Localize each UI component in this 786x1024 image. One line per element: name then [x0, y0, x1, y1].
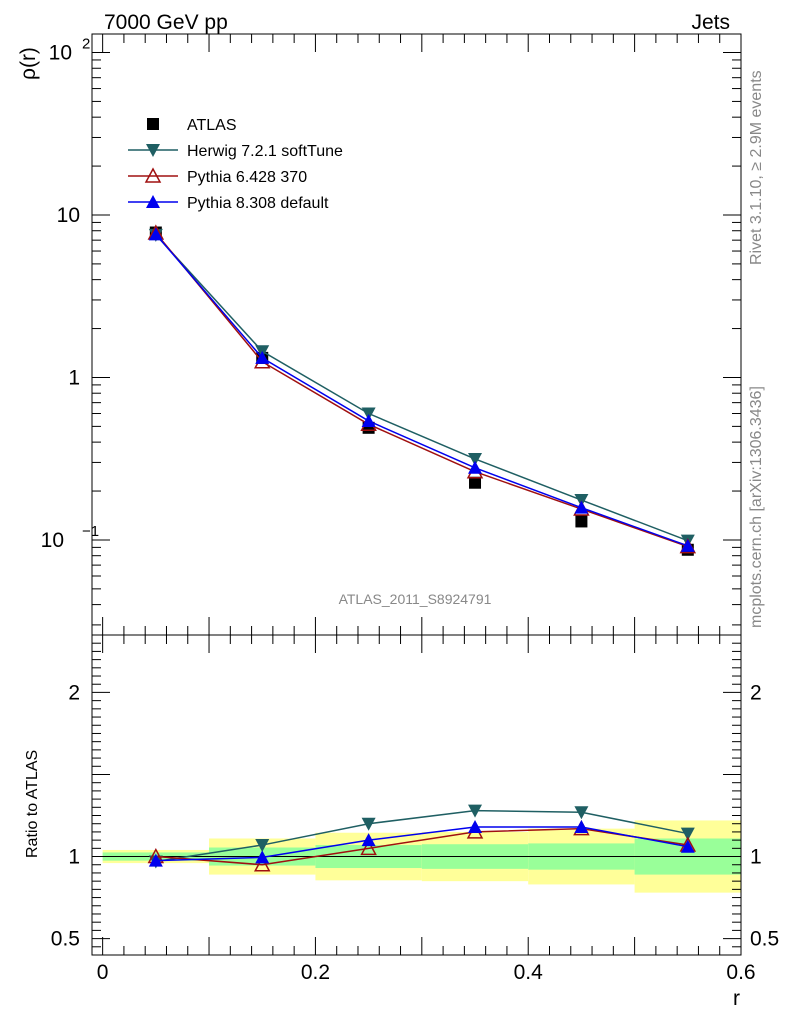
plot-frames — [91, 33, 742, 956]
legend-label-3: Pythia 8.308 default — [187, 195, 329, 212]
legend-label-2: Pythia 6.428 370 — [187, 169, 307, 186]
data-point — [468, 804, 483, 818]
data-point — [361, 817, 376, 831]
data-point — [148, 853, 163, 867]
series-2 — [148, 227, 695, 552]
data-point — [468, 452, 483, 466]
series-1 — [147, 224, 697, 554]
ratio-y-tick-label-left-1: 1 — [68, 846, 80, 869]
legend-marker-0 — [147, 118, 159, 130]
main-y-tick-exp-3: 2 — [82, 36, 90, 53]
series-0 — [148, 804, 695, 869]
legend-marker-3 — [146, 195, 160, 208]
x-tick-label-2: 0.4 — [514, 961, 544, 984]
data-point — [468, 460, 483, 474]
analysis-label: ATLAS_2011_S8924791 — [339, 591, 492, 607]
x-tick-label-3: 0.6 — [726, 961, 755, 984]
data-point — [255, 850, 270, 864]
main-y-tick-label-3: 10 — [49, 42, 72, 65]
data-point — [148, 227, 163, 241]
atlas-point — [469, 476, 482, 489]
data-point — [574, 820, 589, 833]
series-line-1 — [155, 232, 689, 548]
series-2 — [148, 820, 695, 867]
mcplots-label: mcplots.cern.ch [arXiv:1306.3436] — [748, 386, 765, 628]
series-line-2 — [155, 826, 688, 862]
data-point — [574, 500, 589, 514]
header-right: Jets — [691, 11, 730, 34]
ratio-xlabel: r — [733, 987, 740, 1010]
main-y-tick-exp-0: −1 — [82, 523, 99, 540]
data-point — [361, 833, 376, 847]
series-line-0 — [155, 234, 689, 542]
ratio-y-tick-label-left-0: 0.5 — [51, 928, 80, 951]
axis-ticks: 0 0.2 0.4 0.6 10 −1 1 10 10 2 0.5 0.5 1 1 2 2 — [41, 34, 779, 984]
atlas-point — [575, 515, 588, 528]
series-line-1 — [155, 827, 688, 866]
ratio-series — [147, 804, 697, 872]
rivet-label: Rivet 3.1.10, ≥ 2.9M events — [748, 70, 765, 265]
data-point — [361, 413, 376, 427]
ratio-y-tick-label-right-1: 1 — [750, 846, 762, 869]
ratio-y-tick-label-right-0: 0.5 — [750, 928, 779, 951]
data-point — [680, 839, 695, 853]
legend-label-0: ATLAS — [187, 117, 237, 134]
legend-marker-2 — [144, 167, 162, 183]
data-point — [680, 538, 695, 552]
main-y-tick-label-0: 10 — [41, 529, 64, 552]
data-point — [255, 839, 270, 853]
data-point — [255, 350, 270, 364]
data-point — [253, 856, 271, 872]
ratio-y-tick-label-right-2: 2 — [750, 681, 762, 704]
legend-marker-1 — [146, 144, 160, 157]
series-line-2 — [155, 233, 689, 547]
main-y-tick-label-1: 1 — [68, 366, 80, 389]
x-tick-label-0: 0 — [97, 961, 109, 984]
data-point — [360, 839, 377, 856]
series-line-0 — [155, 809, 688, 863]
header-left: 7000 GeV pp — [104, 11, 228, 34]
data-point — [468, 820, 483, 833]
legend: ATLAS Herwig 7.2.1 softTune Pythia 6.428 3… — [128, 117, 343, 212]
ratio-ylabel: Ratio to ATLAS — [24, 750, 41, 858]
data-point — [574, 806, 589, 820]
data-point — [680, 827, 695, 841]
x-tick-label-1: 0.2 — [301, 961, 330, 984]
main-ylabel: ρ(r) — [17, 47, 40, 80]
ratio-y-tick-label-left-2: 2 — [68, 681, 80, 704]
legend-label-1: Herwig 7.2.1 softTune — [187, 143, 343, 160]
main-y-tick-label-2: 10 — [57, 204, 80, 227]
ratio-frame — [91, 634, 742, 956]
main-series — [147, 224, 697, 556]
series-0 — [148, 228, 695, 548]
